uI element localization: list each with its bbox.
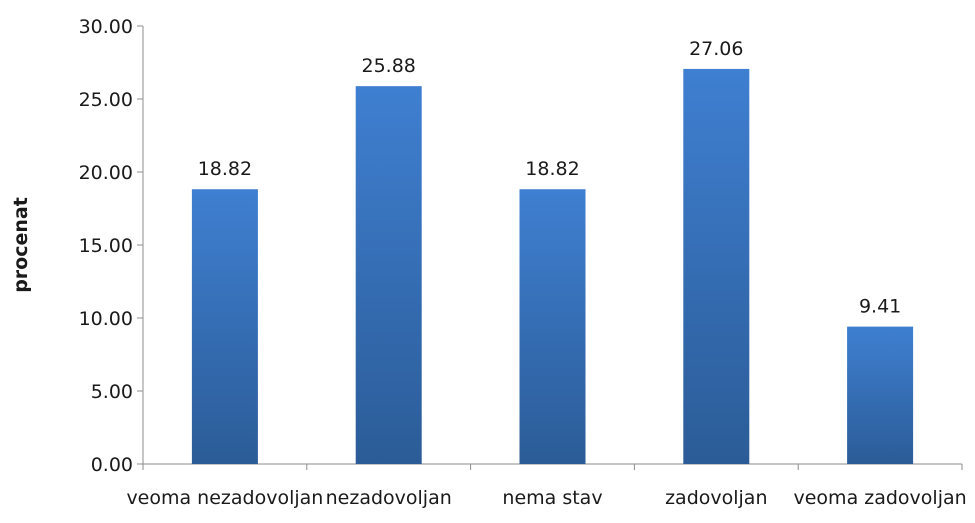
x-tick-label: veoma zadovoljan <box>794 487 967 509</box>
data-label: 25.88 <box>361 55 415 77</box>
bar <box>847 326 914 464</box>
bar <box>683 68 750 464</box>
data-labels: 18.82 25.88 18.82 27.06 9.41 <box>198 38 902 318</box>
data-label: 27.06 <box>689 38 743 60</box>
y-tick-label: 10.00 <box>79 308 133 330</box>
bars <box>191 68 914 464</box>
y-tick-label: 25.00 <box>79 89 133 111</box>
data-label: 18.82 <box>525 158 579 180</box>
y-tick-label: 30.00 <box>79 16 133 38</box>
x-axis <box>142 463 963 470</box>
bar <box>355 86 422 464</box>
y-tick-label: 5.00 <box>91 381 133 403</box>
x-tick-label: zadovoljan <box>665 487 767 509</box>
x-tick-label: veoma nezadovoljan <box>126 487 323 509</box>
bar <box>519 189 586 464</box>
x-tick-label: nema stav <box>502 487 602 509</box>
bar <box>191 189 258 464</box>
y-tick-label: 0.00 <box>91 454 133 476</box>
category-labels: veoma nezadovoljan nezadovoljan nema stav z… <box>126 487 966 509</box>
data-label: 18.82 <box>198 158 252 180</box>
y-axis: 0.00 5.00 10.00 15.00 20.00 25.00 30.00 <box>79 16 144 476</box>
data-label: 9.41 <box>859 296 901 318</box>
y-tick-label: 20.00 <box>79 162 133 184</box>
y-tick-label: 15.00 <box>79 235 133 257</box>
x-tick-label: nezadovoljan <box>326 487 452 509</box>
y-axis-title: procenat <box>10 197 32 293</box>
